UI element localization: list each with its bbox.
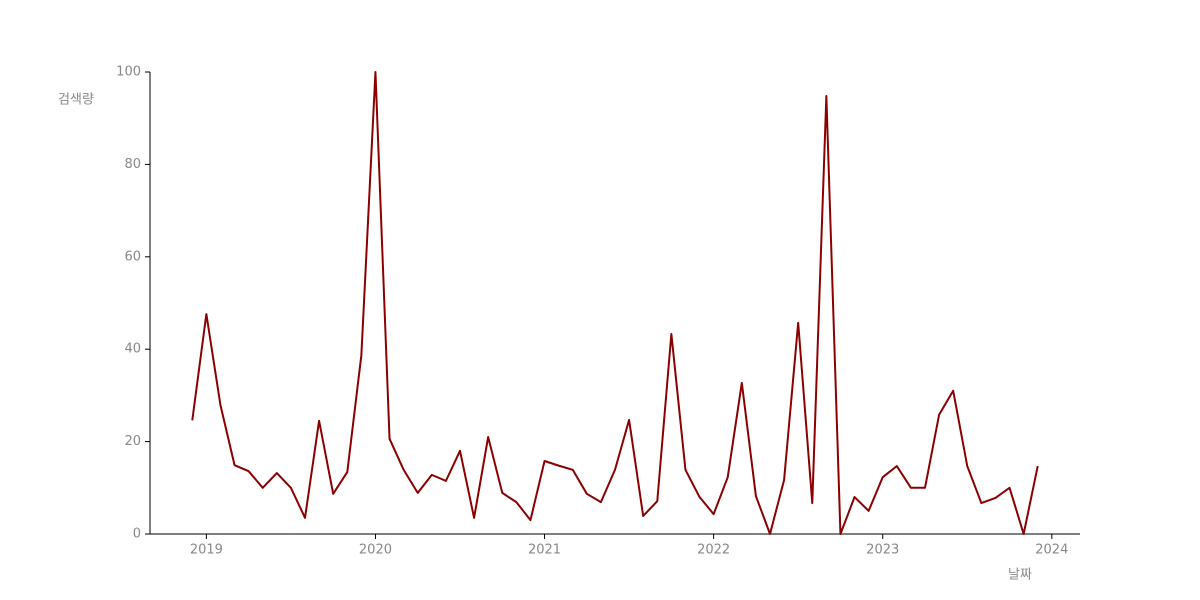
- y-tick-label: 40: [124, 342, 141, 357]
- y-axis-label: 검색량: [58, 93, 94, 108]
- y-tick-label: 0: [133, 527, 141, 542]
- x-tick-label: 2023: [866, 543, 899, 558]
- line-series: [191, 71, 1039, 535]
- x-tick-label: 2024: [1035, 543, 1068, 558]
- x-tick-label: 2020: [359, 543, 392, 558]
- x-tick-label: 2021: [528, 543, 561, 558]
- x-axis-label: 날짜: [1008, 568, 1032, 583]
- y-tick-label: 60: [124, 249, 141, 264]
- y-tick-label: 100: [116, 65, 141, 80]
- x-tick-label: 2022: [697, 543, 730, 558]
- y-tick-label: 20: [124, 434, 141, 449]
- y-tick-label: 80: [124, 157, 141, 172]
- x-tick-label: 2019: [190, 543, 223, 558]
